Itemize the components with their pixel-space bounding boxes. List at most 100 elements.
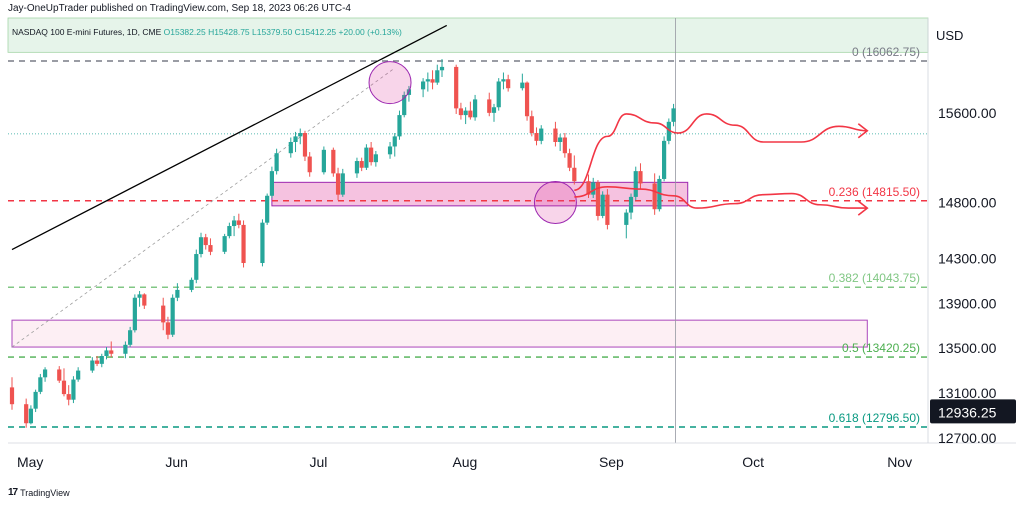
candle-body — [194, 254, 199, 280]
time-tick-label: Nov — [887, 454, 912, 470]
candle-body — [567, 153, 572, 168]
candle-body — [439, 66, 445, 71]
candle-down — [9, 377, 15, 410]
candle-body — [189, 279, 194, 290]
candle-down — [652, 173, 657, 215]
time-tick-label: Oct — [742, 454, 764, 470]
candle-body — [293, 136, 298, 142]
candle-down — [165, 316, 171, 340]
candle-body — [562, 137, 567, 154]
candle-down — [208, 238, 213, 256]
candle-body — [9, 387, 15, 405]
candle-up — [175, 283, 180, 302]
candle-up — [421, 78, 426, 98]
candle-body — [269, 171, 274, 196]
candle-body — [142, 294, 147, 306]
candle-body — [666, 121, 671, 141]
candle-body — [331, 149, 336, 174]
candle-body — [90, 360, 95, 371]
candle-body — [66, 394, 71, 400]
fib-label: 0.618 (12796.50) — [829, 411, 920, 425]
fib-label: 0.5 (13420.25) — [842, 341, 920, 355]
candle-up — [397, 110, 402, 140]
symbol-info-part: NASDAQ 100 E-mini Futures, 1D, CME — [12, 27, 162, 37]
candle-up — [491, 103, 497, 122]
candle-up — [33, 389, 38, 413]
candle-up — [269, 166, 274, 199]
candle-up — [666, 118, 671, 145]
candle-body — [529, 116, 534, 134]
symbol-info-part: O15382.25 — [161, 27, 206, 37]
candle-body — [208, 245, 213, 252]
candle-body — [359, 161, 364, 168]
candle-down — [595, 180, 601, 221]
candle-body — [170, 297, 175, 335]
candle-up — [628, 193, 634, 220]
candle-up — [387, 141, 393, 159]
candle-up — [38, 373, 43, 395]
price-tick-label: 13500.00 — [938, 340, 997, 356]
candle-body — [203, 237, 208, 246]
candle-body — [265, 195, 270, 223]
candle-body — [520, 82, 525, 89]
candle-body — [236, 220, 241, 225]
price-tick-label: 14800.00 — [938, 194, 997, 210]
candle-body — [71, 379, 76, 400]
candle-up — [274, 148, 279, 175]
candle-down — [61, 368, 67, 397]
candle-down — [567, 148, 572, 172]
candle-body — [397, 115, 402, 137]
candle-body — [638, 171, 643, 184]
price-tick-label: 13100.00 — [938, 385, 997, 401]
currency-label[interactable]: USD — [936, 28, 963, 43]
candle-up — [104, 347, 109, 360]
fib-label: 0.382 (14043.75) — [829, 271, 920, 285]
candle-body — [298, 133, 303, 137]
candle-up — [662, 136, 667, 182]
candle-up — [539, 125, 544, 145]
candle-body — [369, 147, 374, 163]
highlight-circle — [533, 180, 577, 224]
candle-down — [66, 385, 71, 406]
candle-down — [534, 127, 539, 146]
candle-body — [94, 360, 100, 364]
candle-body — [33, 391, 38, 409]
candle-body — [99, 356, 104, 364]
candle-down — [454, 64, 459, 114]
candle-up — [591, 177, 596, 199]
candle-up — [198, 232, 204, 258]
candle-body — [487, 99, 492, 113]
candle-down — [142, 293, 147, 309]
candle-up — [340, 168, 345, 197]
candle-up — [671, 103, 676, 127]
candle-up — [501, 72, 506, 90]
candle-body — [472, 99, 478, 118]
highlight-circle — [368, 61, 412, 105]
candle-up — [288, 137, 293, 158]
candle-body — [227, 226, 232, 237]
candle-body — [42, 369, 48, 378]
overlay-drawings — [368, 61, 869, 224]
candle-body — [671, 108, 676, 122]
background-bands — [7, 17, 929, 348]
candle-up — [123, 341, 128, 359]
candle-body — [222, 236, 227, 252]
candle-up — [354, 157, 360, 178]
symbol-info-part: L15379.50 — [250, 27, 293, 37]
candle-down — [553, 121, 558, 147]
fib-levels: 0 (16062.75) 0.236 (14815.50) 0.382 (14043… — [8, 18, 928, 443]
time-tick-label: Aug — [452, 454, 477, 470]
top-band — [7, 17, 929, 53]
candle-up — [132, 294, 137, 333]
candle-down — [57, 366, 62, 383]
candle-body — [288, 141, 293, 154]
candle-body — [387, 146, 393, 155]
candle-body — [591, 182, 596, 195]
candle-down — [203, 233, 208, 250]
candle-body — [586, 181, 591, 195]
candle-up — [170, 294, 175, 337]
candle-body — [231, 220, 237, 227]
candle-down — [241, 220, 246, 268]
tradingview-logo[interactable]: 17 TradingView — [8, 487, 70, 498]
